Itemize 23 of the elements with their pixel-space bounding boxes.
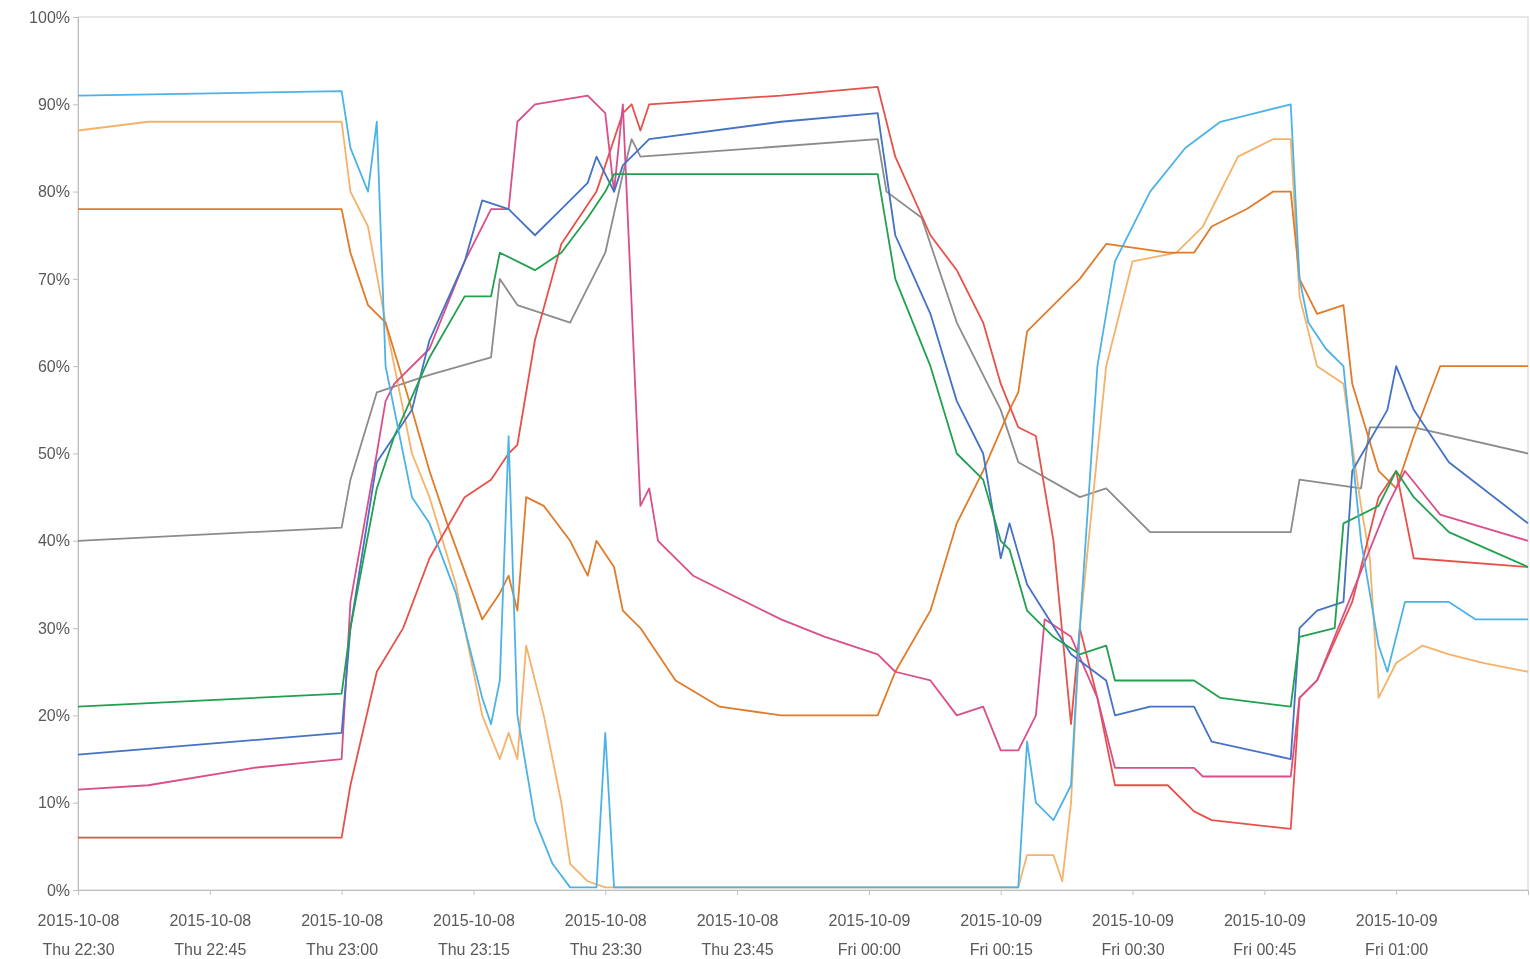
x-tick-label: 2015-10-08 Thu 22:45	[169, 912, 252, 958]
x-tick-label: 2015-10-08 Thu 23:30	[564, 912, 647, 958]
x-tick-label: 2015-10-09 Fri 01:00	[1355, 912, 1438, 958]
x-tick-label: 2015-10-09 Fri 00:30	[1092, 912, 1175, 958]
y-tick-label: 60%	[37, 357, 70, 375]
y-tick-label: 70%	[37, 270, 70, 288]
y-tick-label: 10%	[37, 794, 70, 812]
y-tick-label: 50%	[37, 445, 70, 463]
x-tick-label: 2015-10-09 Fri 00:45	[1223, 912, 1306, 958]
x-tick-label: 2015-10-09 Fri 00:15	[960, 912, 1043, 958]
y-tick-label: 40%	[37, 532, 70, 550]
y-tick-label: 100%	[29, 8, 70, 26]
x-tick-label: 2015-10-08 Thu 22:30	[37, 912, 120, 958]
x-tick-label: 2015-10-08 Thu 23:15	[433, 912, 515, 958]
x-tick-label: 2015-10-08 Thu 23:00	[301, 912, 384, 958]
y-tick-label: 0%	[46, 881, 70, 899]
x-tick-label: 2015-10-09 Fri 00:00	[828, 912, 911, 958]
y-tick-label: 90%	[37, 95, 70, 113]
line-series	[77, 138, 1529, 542]
x-tick-label: 2015-10-08 Thu 23:45	[696, 912, 779, 958]
y-tick-label: 80%	[37, 183, 70, 201]
y-tick-label: 20%	[37, 707, 70, 725]
y-tick-label: 30%	[37, 619, 70, 637]
